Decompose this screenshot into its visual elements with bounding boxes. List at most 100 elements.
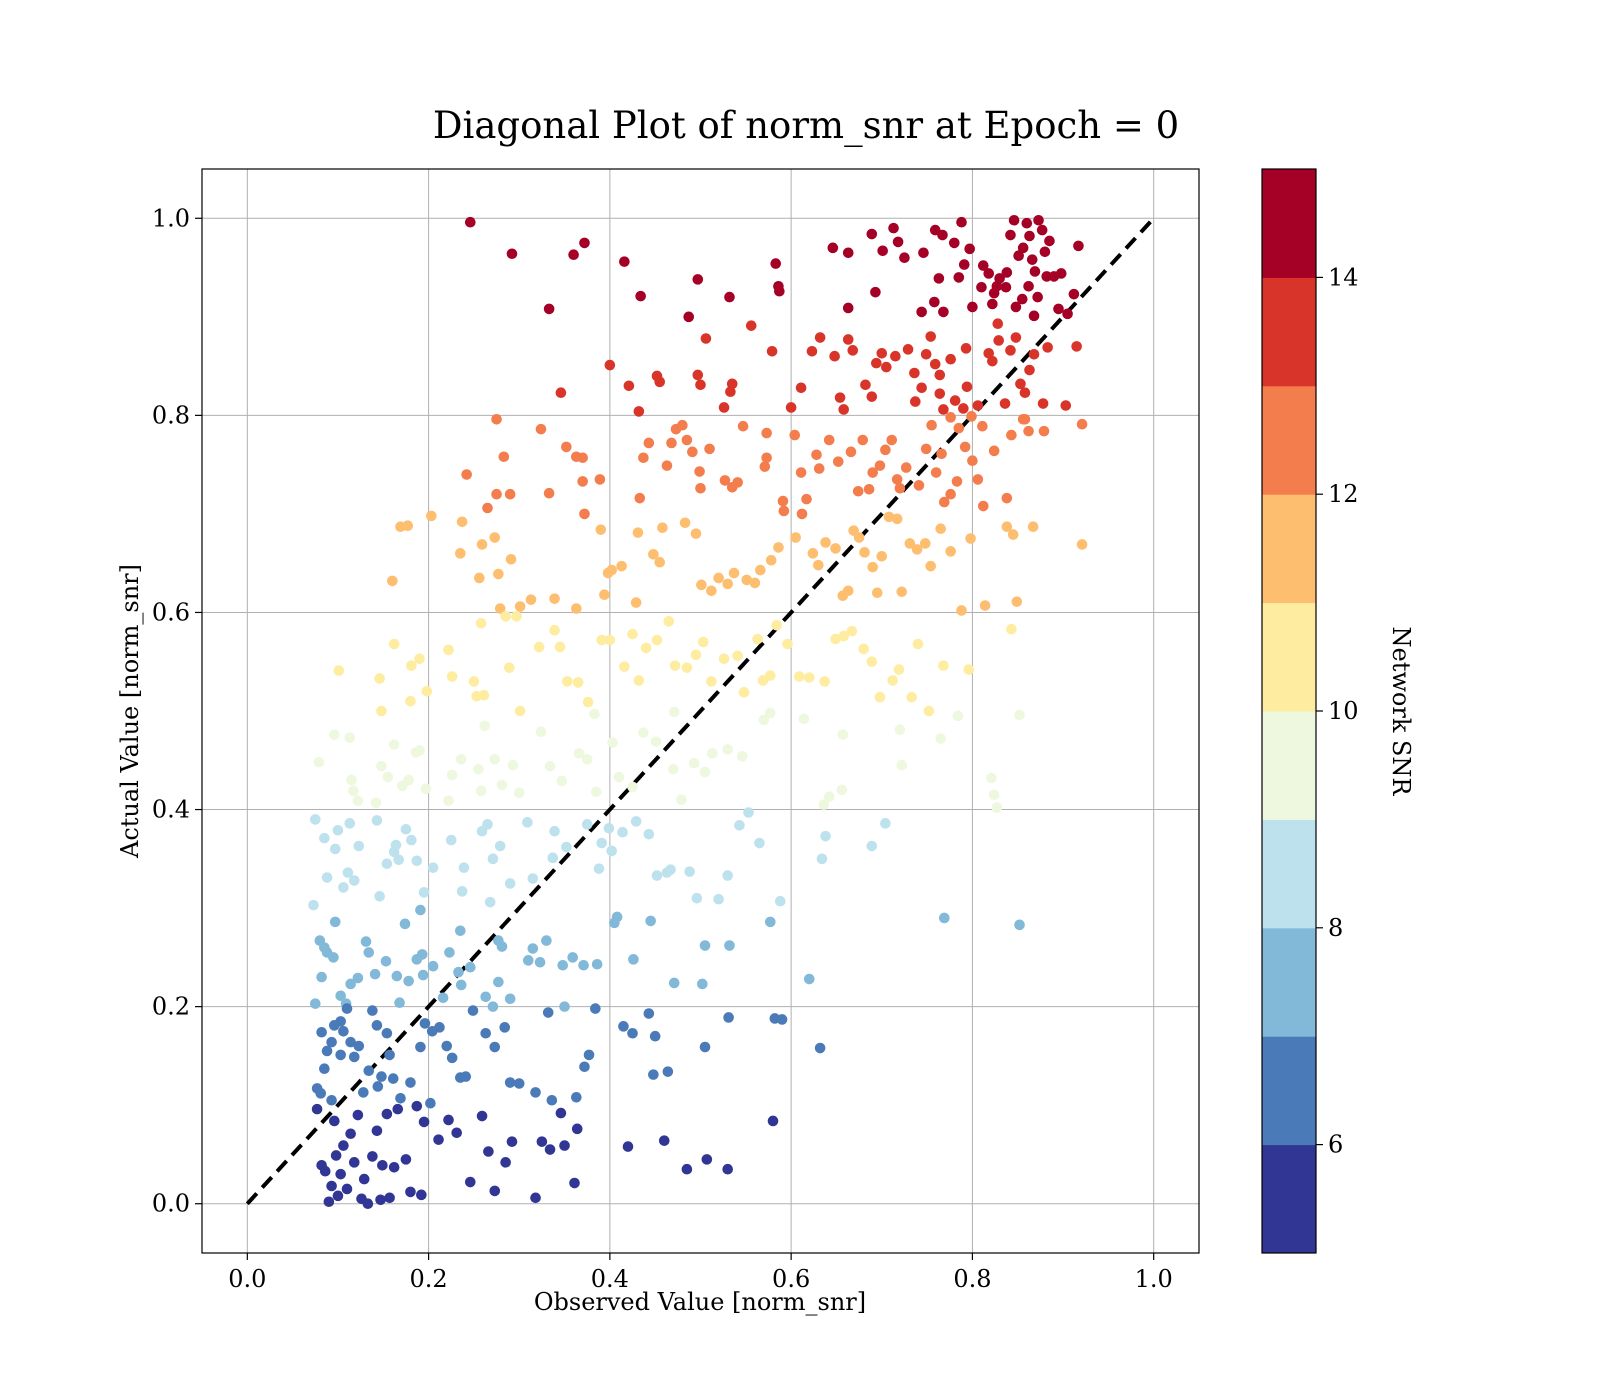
data-point <box>795 382 807 394</box>
data-point <box>496 779 508 791</box>
data-point <box>983 347 995 359</box>
data-point <box>1008 214 1020 226</box>
diagonal-reference-line <box>245 216 1156 1206</box>
data-point <box>542 1007 554 1018</box>
data-point <box>370 797 382 808</box>
data-point <box>916 306 927 318</box>
data-point <box>559 1140 570 1151</box>
data-point <box>906 691 917 703</box>
data-point <box>967 301 978 313</box>
data-point <box>818 799 830 810</box>
data-point <box>992 318 1004 330</box>
data-point <box>966 411 977 422</box>
data-point <box>823 791 835 803</box>
data-point <box>913 480 925 491</box>
data-point <box>549 825 560 837</box>
data-point <box>1028 348 1040 360</box>
data-point <box>684 866 695 877</box>
data-point <box>1053 303 1064 315</box>
data-point <box>677 419 688 431</box>
data-point <box>633 406 645 417</box>
data-point <box>1014 919 1025 931</box>
data-point <box>475 617 487 629</box>
data-point <box>489 1185 501 1197</box>
data-point <box>395 1092 406 1104</box>
data-point <box>335 1168 346 1180</box>
data-point <box>417 969 429 981</box>
data-point <box>403 975 414 987</box>
data-point <box>493 976 504 988</box>
data-point <box>945 353 956 365</box>
colorbar-tick-label: 8 <box>1328 914 1343 942</box>
data-point <box>506 248 518 260</box>
data-point <box>606 564 617 576</box>
data-point <box>866 840 878 852</box>
chart-title: Diagonal Plot of norm_snr at Epoch = 0 <box>433 104 1179 148</box>
data-point <box>374 890 385 902</box>
data-point <box>1024 364 1035 376</box>
data-point <box>890 350 901 362</box>
data-point <box>934 369 946 381</box>
data-point <box>887 675 898 686</box>
data-point <box>830 543 841 554</box>
data-point <box>722 578 733 590</box>
data-point <box>967 455 978 466</box>
data-point <box>500 611 511 622</box>
y-axis-label: Actual Value [norm_snr] <box>116 564 144 859</box>
data-point <box>451 1127 462 1139</box>
data-point <box>505 553 517 565</box>
data-point <box>319 1063 330 1075</box>
data-point <box>319 1165 331 1177</box>
data-point <box>909 367 920 379</box>
data-point <box>504 878 516 889</box>
data-point <box>880 818 891 829</box>
data-point <box>388 638 400 650</box>
data-point <box>651 634 663 646</box>
data-point <box>411 1100 423 1112</box>
colorbar-segment <box>1262 169 1316 278</box>
data-point <box>1055 268 1067 279</box>
data-point <box>381 858 393 870</box>
data-point <box>617 826 628 838</box>
data-point <box>572 677 584 688</box>
data-point <box>770 258 782 269</box>
data-point <box>827 242 839 254</box>
data-point <box>722 1163 733 1175</box>
data-point <box>371 1125 383 1137</box>
colorbar-segment <box>1262 494 1316 604</box>
data-point <box>650 736 662 747</box>
data-point <box>415 1041 426 1053</box>
data-point <box>549 593 560 604</box>
data-point <box>513 787 525 799</box>
data-point <box>766 346 778 357</box>
data-point <box>699 940 711 951</box>
data-point <box>953 272 965 283</box>
data-point <box>371 815 383 826</box>
data-point <box>403 774 414 786</box>
data-point <box>382 771 394 783</box>
data-point <box>546 1094 558 1106</box>
data-point <box>627 781 638 793</box>
data-point <box>657 522 668 534</box>
y-tick-label: 0.4 <box>152 796 190 824</box>
data-point <box>761 452 772 464</box>
data-point <box>494 840 506 852</box>
data-point <box>633 675 645 686</box>
data-point <box>604 634 616 646</box>
data-point <box>606 845 617 857</box>
data-point <box>883 511 895 523</box>
data-point <box>344 732 356 743</box>
data-point <box>628 954 639 965</box>
data-point <box>837 729 849 740</box>
data-point <box>952 710 964 722</box>
data-point <box>579 508 590 520</box>
data-point <box>638 452 649 464</box>
data-point <box>549 624 560 636</box>
data-point <box>596 634 608 646</box>
y-axis-ticks: 0.0 0.2 0.4 0.6 0.8 1.0 <box>152 204 202 1218</box>
data-point <box>640 642 652 654</box>
data-point <box>876 550 888 562</box>
data-point <box>446 769 458 781</box>
data-point <box>891 513 903 525</box>
